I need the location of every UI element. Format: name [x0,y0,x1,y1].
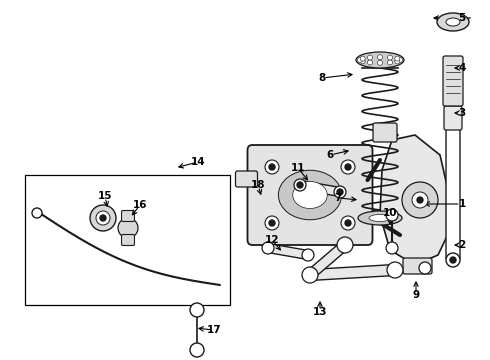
Text: 9: 9 [413,290,419,300]
Circle shape [377,55,383,60]
Circle shape [341,160,355,174]
Text: 14: 14 [191,157,205,167]
Circle shape [334,186,346,198]
FancyBboxPatch shape [308,265,397,280]
FancyBboxPatch shape [298,180,342,197]
Ellipse shape [293,181,327,208]
FancyBboxPatch shape [373,123,397,142]
Ellipse shape [278,170,342,220]
FancyBboxPatch shape [122,234,134,246]
Circle shape [388,60,392,65]
Text: 3: 3 [458,108,466,118]
Ellipse shape [369,215,391,221]
FancyBboxPatch shape [306,241,349,279]
Polygon shape [380,135,450,265]
Circle shape [190,343,204,357]
FancyBboxPatch shape [247,145,372,245]
Circle shape [395,56,400,61]
Circle shape [386,209,398,221]
Circle shape [387,262,403,278]
Circle shape [265,216,279,230]
Circle shape [360,59,365,64]
FancyBboxPatch shape [443,56,463,106]
Circle shape [337,237,353,253]
Ellipse shape [437,13,469,31]
FancyBboxPatch shape [122,211,134,221]
Circle shape [32,208,42,218]
Circle shape [302,267,318,283]
Text: 13: 13 [313,307,327,317]
Text: 7: 7 [334,193,342,203]
Text: 4: 4 [458,63,466,73]
Circle shape [96,211,110,225]
Circle shape [341,216,355,230]
Ellipse shape [358,211,402,225]
Circle shape [118,218,138,238]
Circle shape [360,56,365,61]
Circle shape [397,58,402,63]
Circle shape [402,182,438,218]
Circle shape [90,205,116,231]
Circle shape [345,164,351,170]
Text: 11: 11 [291,163,305,173]
FancyBboxPatch shape [446,129,460,259]
Circle shape [190,303,204,317]
Circle shape [395,59,400,64]
Circle shape [297,182,303,188]
Circle shape [446,253,460,267]
FancyBboxPatch shape [266,243,310,260]
Circle shape [386,242,398,254]
Text: 6: 6 [326,150,334,160]
Circle shape [389,264,401,276]
Circle shape [345,220,351,226]
Circle shape [368,55,372,60]
Ellipse shape [446,18,460,26]
FancyBboxPatch shape [444,106,462,130]
Text: 8: 8 [318,73,326,83]
Text: 2: 2 [458,240,466,250]
Circle shape [419,262,431,274]
Circle shape [265,160,279,174]
Ellipse shape [356,52,404,68]
Bar [25,175,230,305]
FancyBboxPatch shape [403,258,432,274]
Circle shape [262,242,274,254]
Circle shape [417,197,423,203]
Circle shape [368,60,372,65]
Text: 10: 10 [383,208,397,218]
Circle shape [412,192,428,208]
Circle shape [337,189,343,195]
Circle shape [269,164,275,170]
Circle shape [377,60,383,65]
FancyBboxPatch shape [236,171,258,187]
Circle shape [100,215,106,221]
Circle shape [388,55,392,60]
Circle shape [294,179,306,191]
Text: 18: 18 [251,180,265,190]
Text: 15: 15 [98,191,112,201]
Text: 16: 16 [133,200,147,210]
Text: 17: 17 [207,325,221,335]
Circle shape [302,249,314,261]
Text: 5: 5 [458,13,466,23]
Text: 1: 1 [458,199,466,209]
Circle shape [269,220,275,226]
Circle shape [358,58,363,63]
Circle shape [450,257,456,263]
Text: 12: 12 [265,235,279,245]
